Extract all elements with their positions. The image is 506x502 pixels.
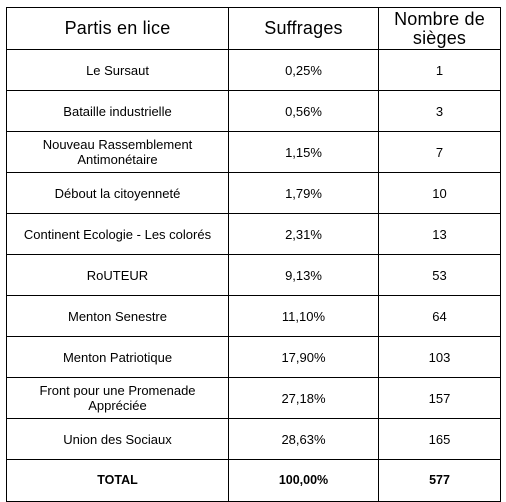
table-row: Continent Ecologie - Les colorés 2,31% 1… <box>6 213 501 255</box>
table-row: Nouveau Rassemblement Antimonétaire 1,15… <box>6 131 501 173</box>
seat-count: 10 <box>378 172 501 214</box>
seat-count: 165 <box>378 418 501 460</box>
header-suffrages: Suffrages <box>228 7 379 50</box>
table-row: Débout la citoyenneté 1,79% 10 <box>6 172 501 214</box>
vote-share: 17,90% <box>228 336 379 378</box>
vote-share: 1,79% <box>228 172 379 214</box>
header-row: Partis en lice Suffrages Nombre de siège… <box>6 7 501 50</box>
table-row: Union des Sociaux 28,63% 165 <box>6 418 501 460</box>
vote-share: 0,56% <box>228 90 379 132</box>
party-name: Union des Sociaux <box>6 418 229 460</box>
seat-count: 103 <box>378 336 501 378</box>
seat-count: 3 <box>378 90 501 132</box>
vote-share: 11,10% <box>228 295 379 337</box>
seat-count: 1 <box>378 49 501 91</box>
vote-share: 27,18% <box>228 377 379 419</box>
party-name: Menton Senestre <box>6 295 229 337</box>
seat-count: 13 <box>378 213 501 255</box>
party-name: Front pour une Promenade Appréciée <box>6 377 229 419</box>
vote-share: 28,63% <box>228 418 379 460</box>
total-row: TOTAL 100,00% 577 <box>6 459 501 502</box>
seat-count: 157 <box>378 377 501 419</box>
table-header: Partis en lice Suffrages Nombre de siège… <box>6 7 501 50</box>
party-name: RoUTEUR <box>6 254 229 296</box>
vote-share: 0,25% <box>228 49 379 91</box>
table-row: Menton Patriotique 17,90% 103 <box>6 336 501 378</box>
seat-count: 53 <box>378 254 501 296</box>
election-results-table: Partis en lice Suffrages Nombre de siège… <box>6 7 501 502</box>
seat-count: 7 <box>378 131 501 173</box>
total-vote-share: 100,00% <box>228 459 379 502</box>
table-body: Le Sursaut 0,25% 1 Bataille industrielle… <box>6 49 501 502</box>
vote-share: 9,13% <box>228 254 379 296</box>
table-row: Front pour une Promenade Appréciée 27,18… <box>6 377 501 419</box>
total-seat-count: 577 <box>378 459 501 502</box>
header-partis: Partis en lice <box>6 7 229 50</box>
header-sieges: Nombre de sièges <box>378 7 501 50</box>
vote-share: 1,15% <box>228 131 379 173</box>
party-name: Nouveau Rassemblement Antimonétaire <box>6 131 229 173</box>
seat-count: 64 <box>378 295 501 337</box>
table-row: Le Sursaut 0,25% 1 <box>6 49 501 91</box>
party-name: Continent Ecologie - Les colorés <box>6 213 229 255</box>
total-label: TOTAL <box>6 459 229 502</box>
party-name: Bataille industrielle <box>6 90 229 132</box>
party-name: Le Sursaut <box>6 49 229 91</box>
table-row: Bataille industrielle 0,56% 3 <box>6 90 501 132</box>
table-row: RoUTEUR 9,13% 53 <box>6 254 501 296</box>
party-name: Menton Patriotique <box>6 336 229 378</box>
vote-share: 2,31% <box>228 213 379 255</box>
party-name: Débout la citoyenneté <box>6 172 229 214</box>
table-row: Menton Senestre 11,10% 64 <box>6 295 501 337</box>
